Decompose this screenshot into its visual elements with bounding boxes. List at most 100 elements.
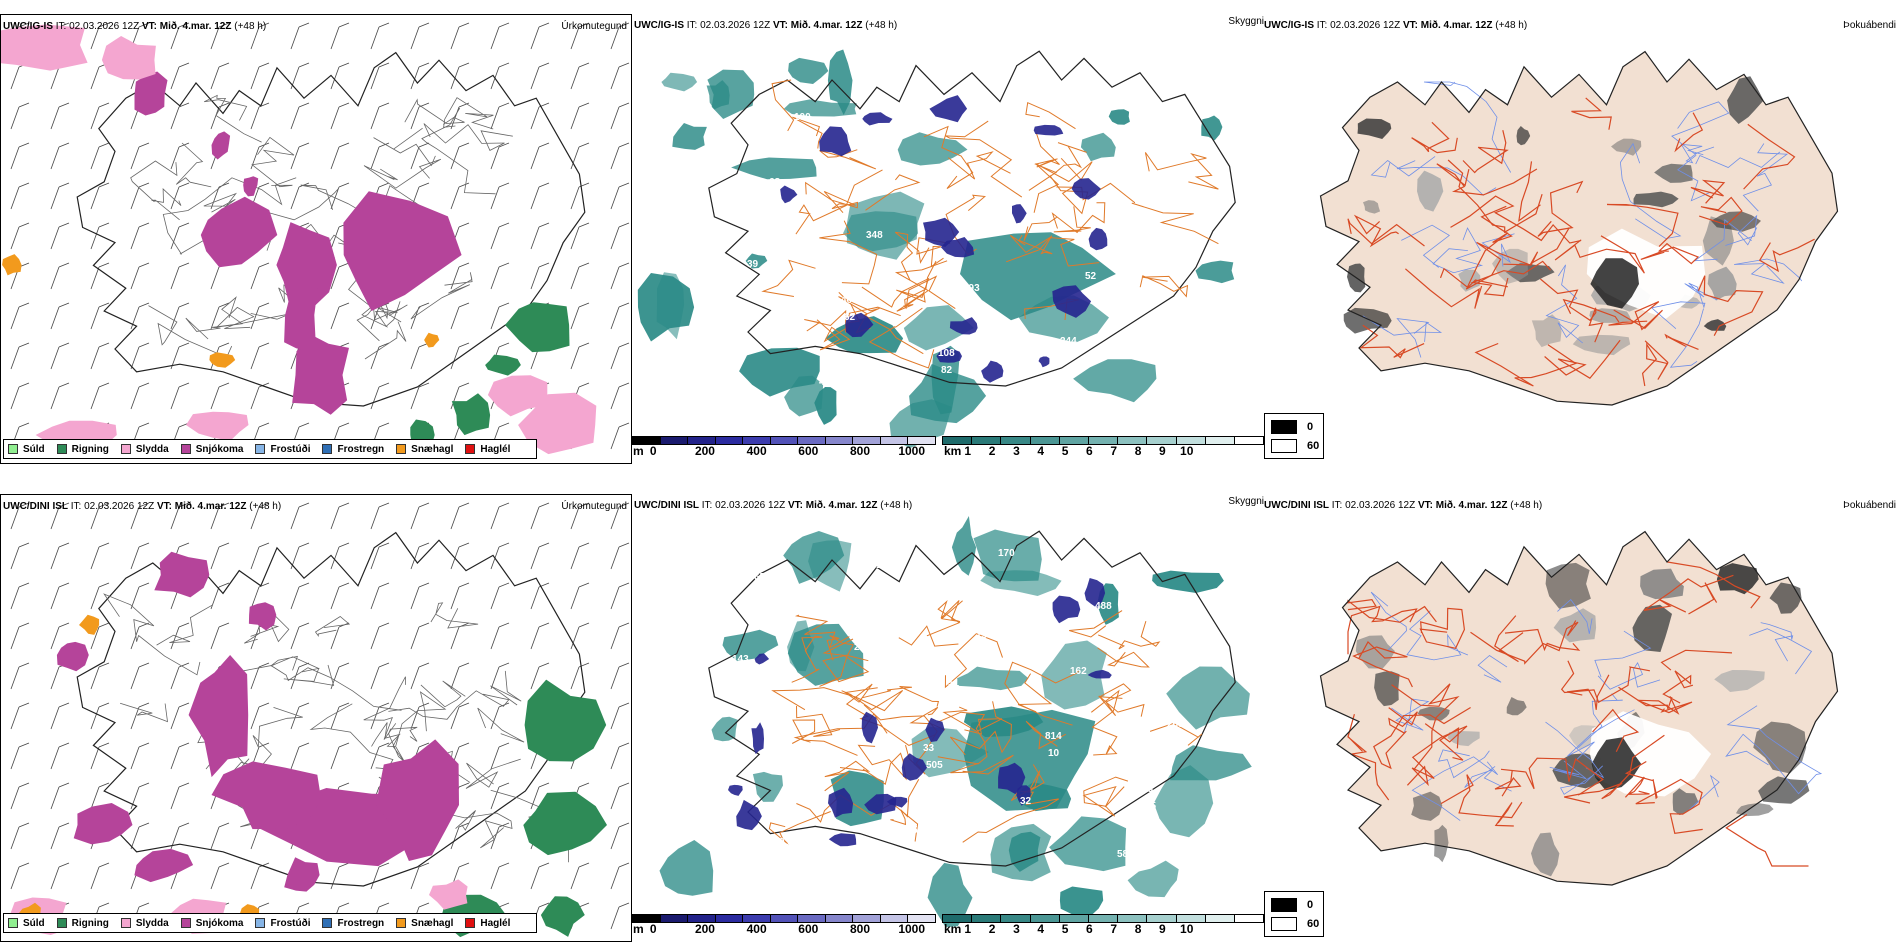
wind-barb	[50, 142, 70, 170]
precip-legend-item: Snæhagl	[396, 444, 453, 455]
precip-legend-label: Haglél	[480, 917, 511, 929]
wind-barb	[250, 262, 270, 290]
road-segment	[1664, 333, 1699, 350]
wind-barb	[490, 622, 510, 650]
model-name: UWC/IG-IS	[3, 21, 53, 32]
wind-barb	[250, 62, 270, 90]
ceiling-label: 67	[782, 854, 794, 865]
model-name: UWC/IG-IS	[634, 20, 684, 31]
ceiling-label: 68	[1120, 536, 1132, 547]
wind-barb	[490, 742, 510, 770]
road-segment	[1023, 216, 1057, 242]
fog-area	[1545, 562, 1591, 609]
wind-barb	[370, 862, 390, 890]
road-segment	[944, 633, 1003, 689]
panel-title: Þokuábendi	[1843, 20, 1896, 31]
model-name: UWC/DINI ISL	[634, 500, 699, 511]
wind-barb	[330, 862, 350, 890]
road-segment	[1695, 151, 1781, 168]
precip-area	[429, 879, 468, 910]
wind-barb	[530, 862, 550, 890]
road-segment	[1618, 686, 1673, 710]
ceiling-label: 269	[1167, 719, 1184, 730]
wind-barb	[90, 782, 110, 810]
colorbar-swatch	[943, 437, 973, 444]
precip-area	[276, 222, 337, 310]
road-segment	[364, 321, 407, 360]
colorbar-tick-label: 2	[988, 444, 996, 458]
colorbar-swatch	[715, 915, 744, 922]
precip-legend-swatch	[255, 918, 266, 928]
visibility-areas-top	[637, 49, 1235, 449]
cloud-ceiling-area	[1012, 204, 1027, 224]
wind-barb	[490, 302, 510, 330]
road-segment	[1725, 214, 1758, 246]
wind-barb	[50, 382, 70, 410]
precip-legend-item: Slydda	[120, 444, 169, 455]
ceiling-label: 39	[747, 259, 759, 270]
road-segment	[945, 120, 1023, 198]
road-segment	[1477, 654, 1508, 683]
precip-area	[56, 641, 89, 672]
wind-barb	[250, 542, 270, 570]
road-segment	[430, 602, 479, 629]
fog-area	[1753, 721, 1807, 774]
forecast-header-top: UWC/IG-IS IT: 02.03.2026 12Z VT: Mið. 4.…	[1264, 20, 1527, 32]
ceiling-label: 65	[754, 572, 766, 583]
wind-barb	[530, 782, 550, 810]
ceiling-label: 739	[1013, 153, 1030, 164]
ceiling-ticks-top: 0 200 400 600 800 1000	[632, 444, 936, 458]
wind-barb	[490, 782, 510, 810]
wind-barb	[130, 822, 150, 850]
precip-legend-item: Haglél	[465, 918, 510, 929]
road-segment	[423, 123, 513, 151]
road-segment	[1576, 693, 1623, 749]
wind-barb	[170, 182, 190, 210]
road-segment	[1650, 282, 1718, 330]
wind-barb	[570, 582, 590, 610]
road-segment	[1677, 154, 1712, 202]
wind-barb	[170, 742, 190, 770]
wind-barb	[610, 502, 630, 530]
road-segment	[1090, 689, 1120, 756]
road-segment	[822, 638, 870, 683]
colorbar-swatch	[972, 915, 1002, 922]
colorbar-tick-label: 1	[964, 922, 972, 936]
wind-barb	[490, 222, 510, 250]
colorbar-swatch	[908, 915, 936, 922]
wind-barb	[210, 822, 230, 850]
road-segment	[1436, 163, 1538, 196]
cloud-ceiling-area	[780, 185, 798, 204]
wind-barb	[90, 182, 110, 210]
road-segment	[947, 151, 1011, 180]
init-label: IT:	[70, 501, 82, 512]
wind-barb	[10, 662, 30, 690]
road-segment	[1545, 264, 1583, 344]
wind-barb	[250, 22, 270, 50]
fog-area	[1434, 824, 1449, 863]
wind-barb	[10, 862, 30, 890]
cloud-ceiling-area	[981, 360, 1004, 383]
road-segment	[176, 142, 212, 188]
fog-area	[1374, 671, 1400, 707]
wind-barb	[210, 582, 230, 610]
road-segment	[1139, 275, 1189, 298]
roads-layer	[1347, 97, 1815, 387]
wind-barb	[610, 582, 630, 610]
road-segment	[1396, 318, 1430, 358]
lead-time: (+48 h)	[865, 20, 898, 31]
wind-barb	[50, 782, 70, 810]
wind-barb	[170, 782, 190, 810]
low-visibility-area	[827, 49, 853, 115]
precip-area	[284, 277, 318, 351]
precip-area	[375, 739, 459, 861]
ceiling-label: 150	[976, 630, 993, 641]
iceland-outline	[708, 530, 1236, 867]
wind-barb	[50, 742, 70, 770]
colorbar-swatch	[1176, 437, 1206, 444]
colorbar-swatch	[1118, 437, 1148, 444]
wind-barb	[530, 502, 550, 530]
wind-barb	[290, 582, 310, 610]
fog-area	[1591, 737, 1642, 791]
wind-barb	[10, 742, 30, 770]
